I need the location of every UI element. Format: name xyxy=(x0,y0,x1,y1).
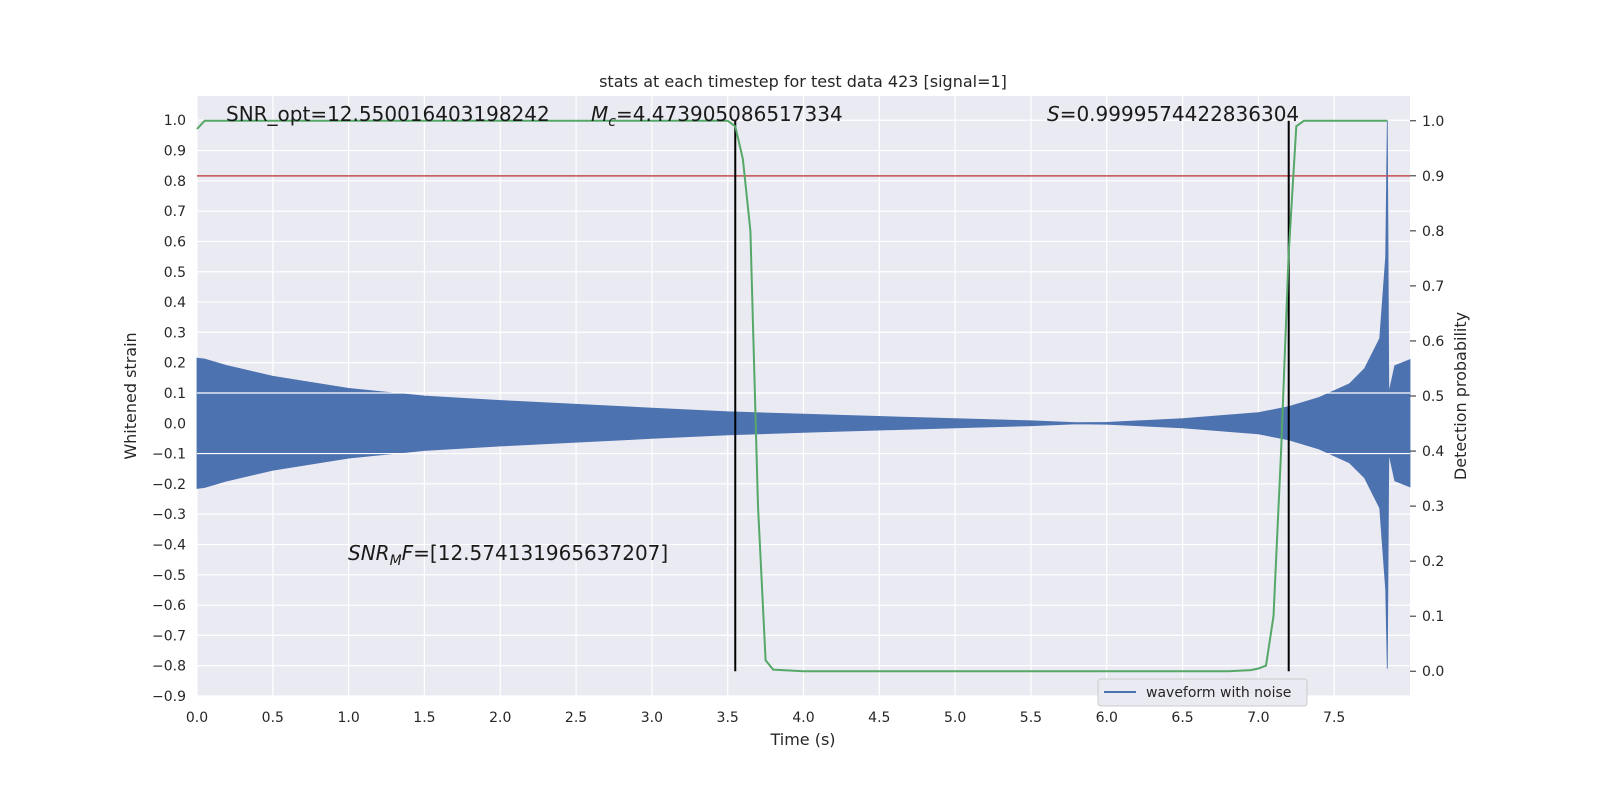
waveform-area xyxy=(196,120,1411,669)
chirp-mass-annotation: Mc=4.473905086517334 xyxy=(591,102,843,130)
x-tick-label: 7.0 xyxy=(1247,710,1269,726)
x-tick-label: 1.0 xyxy=(337,710,359,726)
y-tick-label: 0.3 xyxy=(164,325,186,341)
waveform-envelope xyxy=(196,120,1411,669)
y-tick-label: 0.2 xyxy=(164,356,186,372)
y2-tick-label: 0.6 xyxy=(1422,334,1444,350)
x-tick-label: 4.0 xyxy=(792,710,814,726)
y-tick-label: 0.0 xyxy=(164,416,186,432)
x-tick-label: 3.5 xyxy=(717,710,739,726)
y2-tick-label: 0.9 xyxy=(1422,169,1444,185)
y2-tick-label: 0.4 xyxy=(1422,444,1444,460)
x-tick-label: 4.5 xyxy=(868,710,890,726)
y2-tick-label: 0.7 xyxy=(1422,279,1444,295)
chart-title: stats at each timestep for test data 423… xyxy=(599,72,1007,91)
y2-tick-label: 1.0 xyxy=(1422,114,1444,130)
x-tick-label: 0.5 xyxy=(262,710,284,726)
y2-tick-label: 0.2 xyxy=(1422,554,1444,570)
y-tick-label: 0.9 xyxy=(164,144,186,160)
probability-layer xyxy=(196,119,1388,673)
x-tick-label: 5.5 xyxy=(1020,710,1042,726)
y-tick-label: 0.4 xyxy=(164,295,186,311)
y2-tick-label: 0.0 xyxy=(1422,664,1444,680)
y-tick-label: −0.2 xyxy=(152,477,186,493)
y2-tick-label: 0.8 xyxy=(1422,224,1444,240)
x-tick-label: 2.0 xyxy=(489,710,511,726)
x-tick-label: 5.0 xyxy=(944,710,966,726)
y2-axis-ticks: 1.0 0.9 0.8 0.7 0.6 0.5 0.4 0.3 0.2 0.1 0.0 xyxy=(1410,114,1444,680)
s-annotation: S=0.9999574422836304 xyxy=(1047,102,1299,126)
y-tick-label: −0.1 xyxy=(152,447,186,463)
y2-tick-label: 0.5 xyxy=(1422,389,1444,405)
y2-tick-label: 0.3 xyxy=(1422,499,1444,515)
y-tick-label: −0.4 xyxy=(152,537,186,553)
y2-tick-label: 0.1 xyxy=(1422,609,1444,625)
x-axis-ticks: 0.0 0.5 1.0 1.5 2.0 2.5 3.0 3.5 4.0 4.5 5.0 5.5 6.0 6… xyxy=(186,710,1345,726)
y-axis-label: Whitened strain xyxy=(121,332,140,459)
x-tick-label: 2.5 xyxy=(565,710,587,726)
vertical-markers xyxy=(734,120,1290,672)
snr-mf-annotation: SNRMF=[12.574131965637207] xyxy=(348,541,668,569)
y-tick-label: 0.8 xyxy=(164,174,186,190)
probability-line xyxy=(196,119,1388,673)
x-tick-label: 3.0 xyxy=(641,710,663,726)
y-tick-label: 1.0 xyxy=(164,113,186,129)
y-axis-ticks: 1.0 0.9 0.8 0.7 0.6 0.5 0.4 0.3 0.2 0.1 0.0 −0.1 −0.… xyxy=(152,113,186,705)
x-tick-label: 1.5 xyxy=(413,710,435,726)
y-tick-label: −0.9 xyxy=(152,689,186,705)
y-tick-label: 0.1 xyxy=(164,386,186,402)
x-axis-label: Time (s) xyxy=(769,730,835,749)
x-tick-label: 7.5 xyxy=(1323,710,1345,726)
y-tick-label: 0.7 xyxy=(164,204,186,220)
x-tick-label: 6.0 xyxy=(1096,710,1118,726)
y-tick-label: −0.7 xyxy=(152,628,186,644)
y2-axis-label: Detection probability xyxy=(1451,312,1470,480)
x-tick-label: 6.5 xyxy=(1171,710,1193,726)
y-tick-label: −0.6 xyxy=(152,598,186,614)
y-tick-label: −0.8 xyxy=(152,659,186,675)
y-tick-label: −0.5 xyxy=(152,568,186,584)
x-tick-label: 0.0 xyxy=(186,710,208,726)
snr-opt-annotation: SNR_opt=12.550016403198242 xyxy=(226,102,550,126)
legend: waveform with noise xyxy=(1097,678,1308,707)
y-tick-label: −0.3 xyxy=(152,507,186,523)
y-tick-label: 0.6 xyxy=(164,234,186,250)
legend-label: waveform with noise xyxy=(1146,685,1291,701)
y-tick-label: 0.5 xyxy=(164,265,186,281)
legend-box xyxy=(1097,678,1308,707)
